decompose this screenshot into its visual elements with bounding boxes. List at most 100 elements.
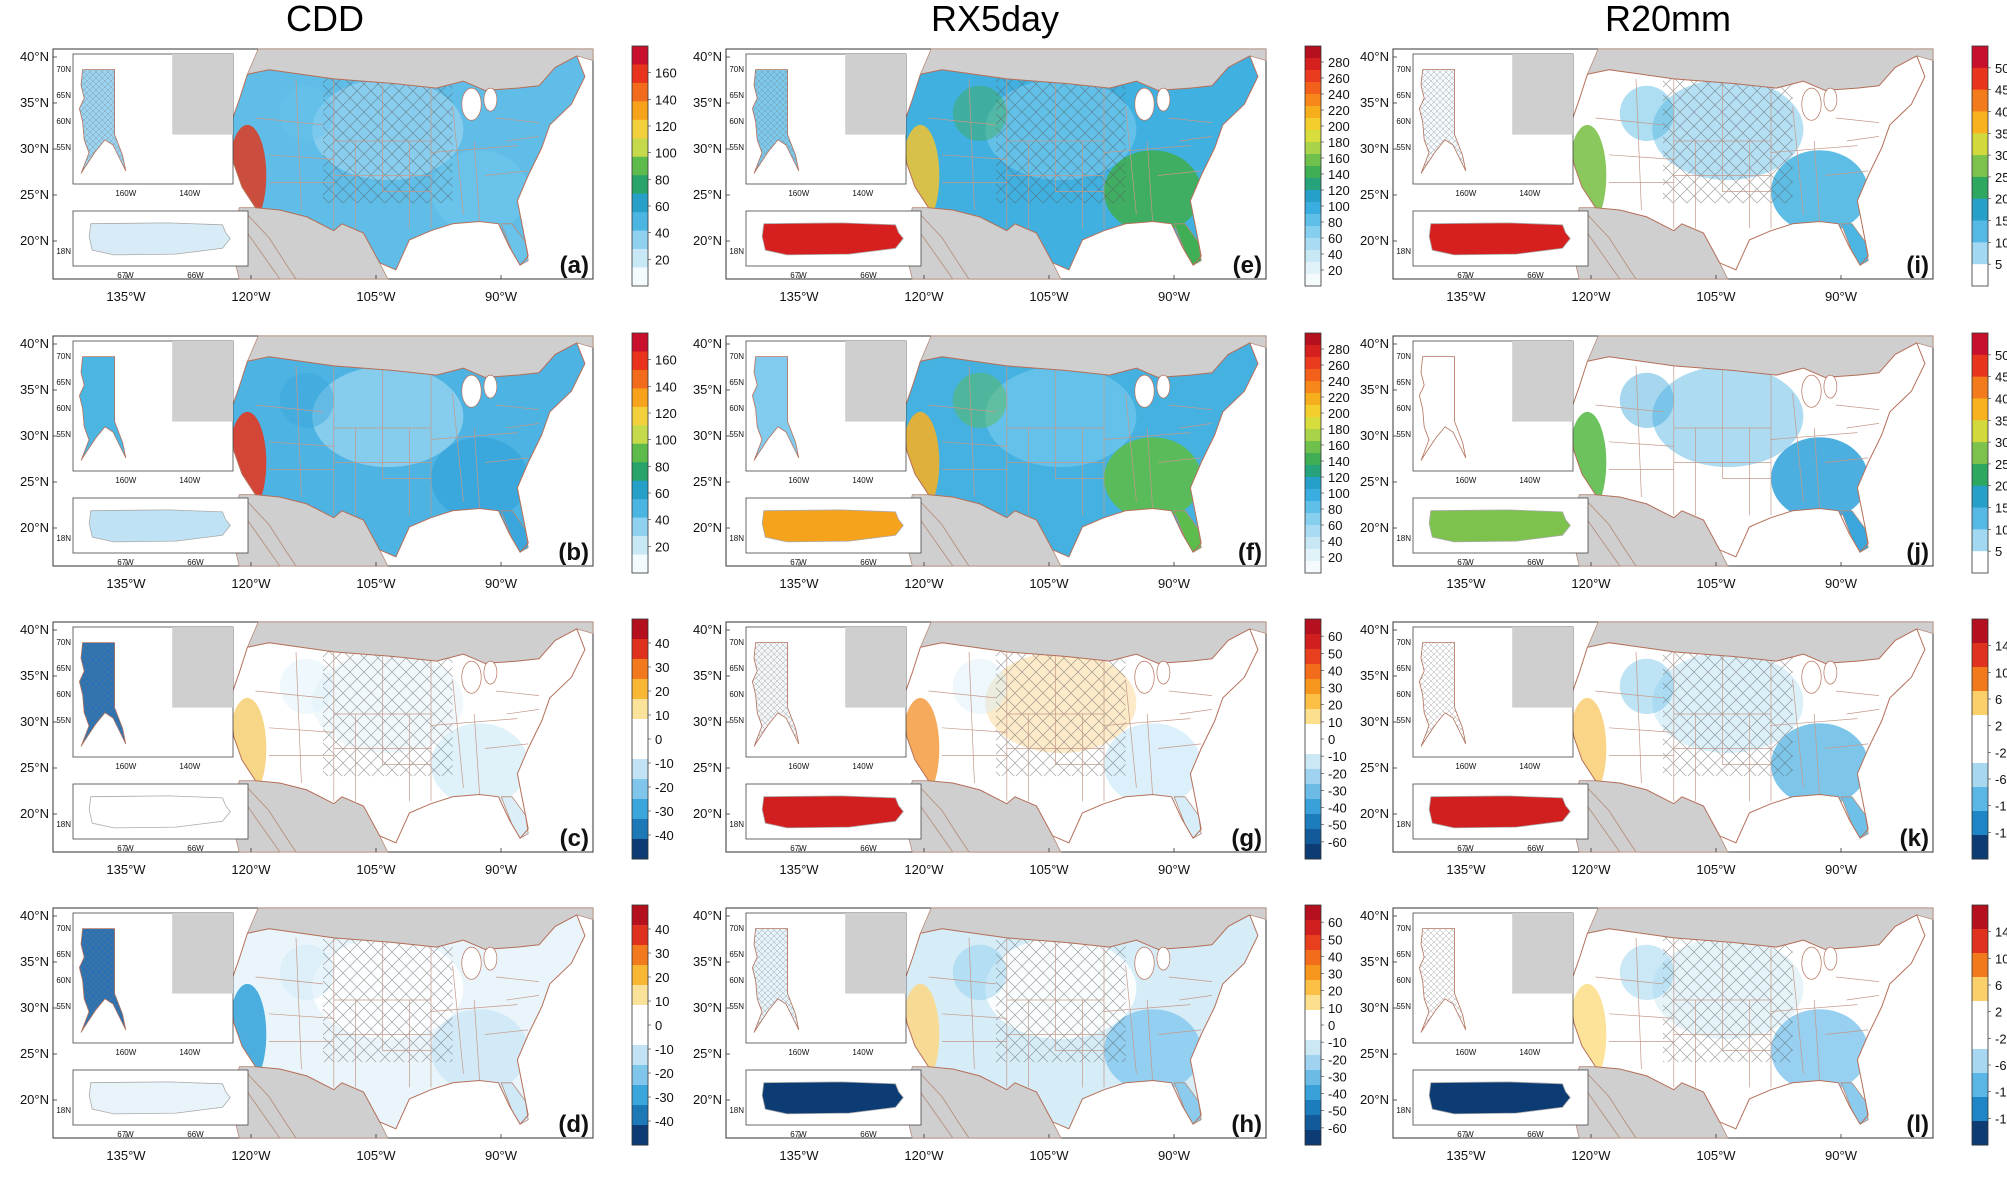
pr-lat-label: 18N — [1396, 534, 1411, 543]
colorbar-swatch — [1305, 739, 1321, 755]
colorbar-swatch — [632, 212, 648, 232]
colorbar-label: 30 — [1328, 681, 1342, 696]
colorbar-label: -60 — [1328, 835, 1347, 850]
state-border — [1157, 170, 1202, 176]
colorbar-label: 100 — [655, 433, 677, 448]
lon-tick-label: 105°W — [1696, 1148, 1736, 1163]
lon-tick-label: 105°W — [1696, 289, 1736, 304]
conus-outline — [1570, 914, 1926, 1130]
colorbar-label: 15 — [1995, 501, 2007, 516]
lat-tick-label: 20°N — [1360, 233, 1389, 248]
alaska-lat-label: 55N — [56, 1002, 71, 1011]
lat-tick-label: 30°N — [1360, 141, 1389, 156]
alaska-lat-label: 65N — [1396, 950, 1411, 959]
colorbar-label: 40 — [655, 226, 669, 241]
colorbar-label: 120 — [655, 119, 677, 134]
lake — [1823, 660, 1838, 685]
colorbar-swatch — [632, 1105, 648, 1126]
conus-pattern — [231, 649, 540, 806]
lat-tick-label: 35°N — [20, 954, 49, 969]
state-border — [452, 393, 464, 502]
state-border — [430, 718, 518, 726]
colorbar-swatch — [1305, 238, 1321, 251]
colorbar-swatch — [1305, 1070, 1321, 1086]
colorbar-label: 160 — [1328, 151, 1350, 166]
colorbar-swatch — [1972, 507, 1988, 530]
colorbar-label: -10 — [655, 756, 674, 771]
lon-tick-label: 135°W — [1446, 862, 1486, 877]
colorbar-swatch — [1305, 465, 1321, 478]
colorbar-swatch — [1305, 649, 1321, 665]
column-title-cdd: CDD — [286, 0, 364, 39]
pr-lon-label: 66W — [187, 844, 204, 853]
field-blob — [312, 365, 464, 468]
colorbar-swatch — [632, 839, 648, 860]
colorbar-swatch — [1305, 441, 1321, 454]
colorbar-label: 60 — [1328, 915, 1342, 930]
colorbar-swatch — [632, 719, 648, 740]
state-border — [484, 743, 529, 749]
conus-pattern — [1571, 365, 1880, 520]
colorbar-label: -14 — [1995, 825, 2007, 840]
colorbar-swatch — [1305, 694, 1321, 710]
state-border — [1125, 393, 1137, 502]
alaska-field — [1418, 356, 1467, 461]
lon-tick-label: 120°W — [231, 576, 271, 591]
colorbar-label: 140 — [1328, 167, 1350, 182]
colorbar-label: 60 — [655, 486, 669, 501]
colorbar-swatch — [1972, 1097, 1988, 1122]
puerto-rico-field — [1428, 509, 1571, 543]
alaska-lon-label: 160W — [115, 476, 136, 485]
colorbar-swatch — [632, 819, 648, 840]
lat-tick-label: 20°N — [1360, 520, 1389, 535]
alaska-lat-label: 60N — [1396, 404, 1411, 413]
panel-label: (g) — [1231, 825, 1262, 852]
lon-tick-label: 105°W — [1029, 1148, 1069, 1163]
colorbar-swatch — [632, 156, 648, 176]
state-border — [1595, 976, 1664, 985]
colorbar-swatch — [1305, 980, 1321, 996]
lon-tick-label: 135°W — [106, 862, 146, 877]
state-border — [928, 117, 997, 126]
state-border — [295, 78, 302, 211]
lon-tick-label: 105°W — [1696, 576, 1736, 591]
lat-tick-label: 35°N — [693, 668, 722, 683]
colorbar-label: -10 — [1995, 799, 2007, 814]
colorbar-swatch — [632, 249, 648, 269]
colorbar-swatch — [1305, 920, 1321, 936]
colorbar-swatch — [632, 639, 648, 660]
alaska-canada-landmass — [1512, 54, 1573, 135]
lat-tick-label: 20°N — [1360, 806, 1389, 821]
colorbar-swatch — [1305, 106, 1321, 119]
colorbar-swatch — [632, 1005, 648, 1026]
lon-tick-label: 90°W — [485, 289, 518, 304]
alaska-lon-label: 140W — [1519, 1048, 1540, 1057]
colorbar-swatch — [1305, 844, 1321, 860]
colorbar-label: -30 — [1328, 1069, 1347, 1084]
lon-tick-label: 90°W — [1825, 576, 1858, 591]
alaska-hatching — [79, 928, 126, 1033]
colorbar-label: -10 — [1328, 1035, 1347, 1050]
lon-tick-label: 120°W — [904, 576, 944, 591]
lat-tick-label: 25°N — [693, 1046, 722, 1061]
column-title-r20mm: R20mm — [1604, 0, 1732, 39]
conus-outline — [903, 55, 1259, 271]
field-blob — [1771, 150, 1869, 234]
colorbar-label: -10 — [655, 1042, 674, 1057]
colorbar-label: -10 — [1328, 749, 1347, 764]
colorbar-swatch — [1305, 58, 1321, 71]
colorbar-label: -40 — [1328, 1087, 1347, 1102]
state-border — [968, 937, 975, 1070]
colorbar-swatch — [1972, 977, 1988, 1002]
colorbar-swatch — [632, 1125, 648, 1146]
state-border — [506, 136, 540, 142]
state-border — [1835, 117, 1880, 123]
conus-pattern — [904, 76, 1213, 234]
colorbar-swatch — [1305, 130, 1321, 143]
state-border — [473, 427, 480, 509]
alaska-hatching — [752, 642, 799, 747]
